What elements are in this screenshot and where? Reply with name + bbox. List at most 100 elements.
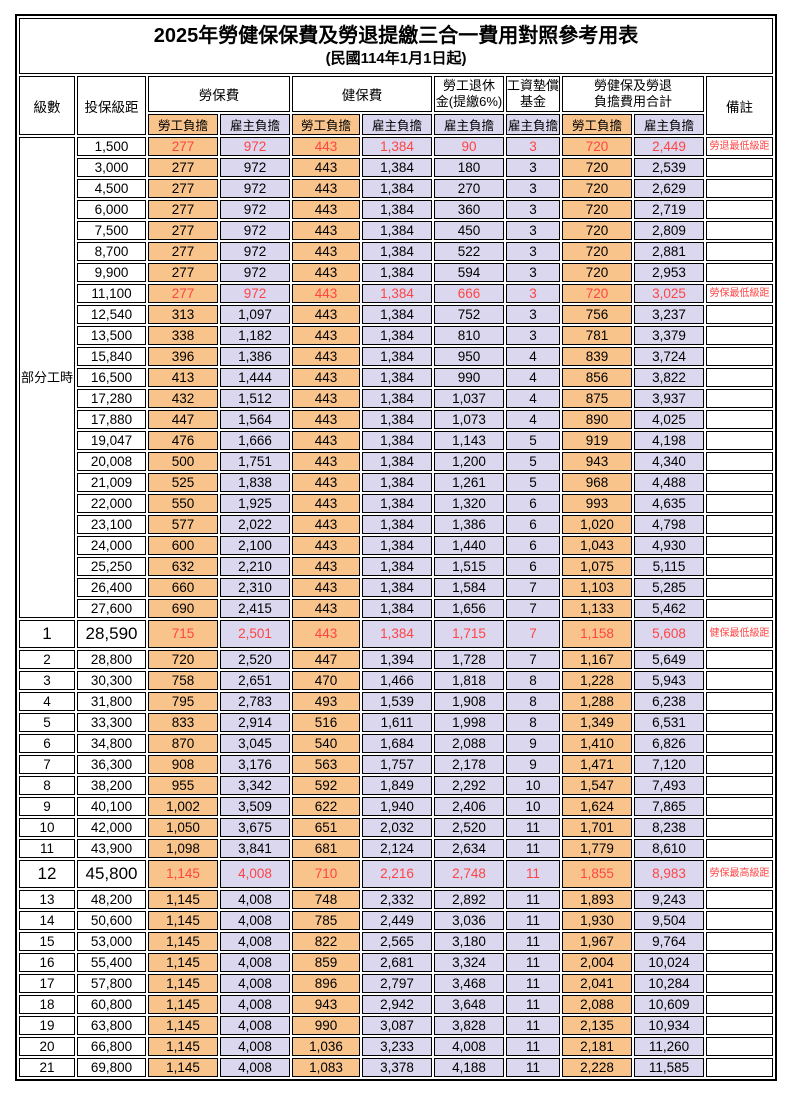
health-employer-cell: 1,384: [362, 473, 432, 492]
health-employee-cell: 443: [292, 557, 360, 576]
bracket-cell: 31,800: [77, 692, 146, 711]
level-cell: 10: [19, 818, 75, 837]
wage-fund-employer-cell: 11: [506, 839, 560, 858]
subheader-labor-employer: 雇主負擔: [220, 114, 290, 135]
health-employer-cell: 1,384: [362, 389, 432, 408]
labor-employee-cell: 277: [148, 200, 218, 219]
bracket-cell: 13,500: [77, 326, 146, 345]
level-cell: 4: [19, 692, 75, 711]
table-row: 部分工時 1,500 277 972 443 1,384 90 3 720 2,449 勞退最低級距: [19, 137, 774, 618]
page-subtitle: (民國114年1月1日起): [325, 50, 467, 67]
remark-cell: [706, 797, 774, 816]
bracket-cell: 36,300: [77, 755, 146, 774]
header-wage-fund: 工資墊償 基金: [506, 76, 560, 112]
bracket-cell: 26,400: [77, 578, 146, 597]
health-employer-cell: 3,087: [362, 1016, 432, 1035]
pension-employer-cell: 1,037: [434, 389, 504, 408]
labor-employee-cell: 577: [148, 515, 218, 534]
table-row: 16,500 413 1,444 443 1,384 990 4 856 3,822: [19, 368, 774, 387]
wage-fund-employer-cell: 7: [506, 599, 560, 618]
total-employer-cell: 11,260: [634, 1037, 704, 1056]
health-employer-cell: 1,384: [362, 137, 432, 156]
wage-fund-employer-cell: 9: [506, 734, 560, 753]
level-cell: 17: [19, 974, 75, 993]
pension-employer-cell: 1,715: [434, 620, 504, 648]
remark-cell: [706, 911, 774, 930]
labor-employer-cell: 1,182: [220, 326, 290, 345]
labor-employer-cell: 1,666: [220, 431, 290, 450]
total-employee-cell: 1,547: [562, 776, 632, 795]
remark-cell: [706, 578, 774, 597]
remark-cell: [706, 515, 774, 534]
remark-cell: 勞退最低級距: [706, 137, 774, 156]
total-employer-cell: 5,649: [634, 650, 704, 669]
bracket-cell: 63,800: [77, 1016, 146, 1035]
total-employer-cell: 10,284: [634, 974, 704, 993]
labor-employer-cell: 2,914: [220, 713, 290, 732]
total-employee-cell: 856: [562, 368, 632, 387]
wage-fund-employer-cell: 11: [506, 974, 560, 993]
pension-employer-cell: 1,320: [434, 494, 504, 513]
health-employer-cell: 1,757: [362, 755, 432, 774]
remark-cell: [706, 368, 774, 387]
total-employer-cell: 9,504: [634, 911, 704, 930]
header-pension: 勞工退休 金(提繳6%): [434, 76, 504, 112]
labor-employer-cell: 4,008: [220, 890, 290, 909]
wage-fund-employer-cell: 4: [506, 347, 560, 366]
labor-employee-cell: 277: [148, 158, 218, 177]
wage-fund-employer-cell: 5: [506, 473, 560, 492]
bracket-cell: 1,500: [77, 137, 146, 156]
pension-employer-cell: 1,818: [434, 671, 504, 690]
health-employee-cell: 443: [292, 389, 360, 408]
labor-employee-cell: 1,145: [148, 995, 218, 1014]
total-employer-cell: 3,379: [634, 326, 704, 345]
level-cell: 18: [19, 995, 75, 1014]
table-row: 16 55,400 1,145 4,008 859 2,681 3,324 11 2,004 10…: [19, 953, 774, 972]
labor-employer-cell: 972: [220, 263, 290, 282]
table-row: 21,009 525 1,838 443 1,384 1,261 5 968 4,488: [19, 473, 774, 492]
total-employee-cell: 1,349: [562, 713, 632, 732]
wage-fund-employer-cell: 11: [506, 953, 560, 972]
wage-fund-employer-cell: 11: [506, 1016, 560, 1035]
labor-employer-cell: 2,501: [220, 620, 290, 648]
health-employer-cell: 1,466: [362, 671, 432, 690]
pension-employer-cell: 1,073: [434, 410, 504, 429]
table-row: 3 30,300 758 2,651 470 1,466 1,818 8 1,228 5,943: [19, 671, 774, 690]
table-row: 1 28,590 715 2,501 443 1,384 1,715 7 1,158 5,608 健…: [19, 620, 774, 648]
table-row: 7 36,300 908 3,176 563 1,757 2,178 9 1,471 7,120: [19, 755, 774, 774]
wage-fund-employer-cell: 7: [506, 650, 560, 669]
health-employer-cell: 1,384: [362, 284, 432, 303]
remark-cell: [706, 974, 774, 993]
table-row: 21 69,800 1,145 4,008 1,083 3,378 4,188 11 2,228…: [19, 1058, 774, 1077]
table-row: 18 60,800 1,145 4,008 943 2,942 3,648 11 2,088 10…: [19, 995, 774, 1014]
health-employee-cell: 443: [292, 599, 360, 618]
labor-employee-cell: 795: [148, 692, 218, 711]
remark-cell: [706, 692, 774, 711]
level-cell: 16: [19, 953, 75, 972]
health-employee-cell: 516: [292, 713, 360, 732]
remark-cell: [706, 671, 774, 690]
total-employer-cell: 2,449: [634, 137, 704, 156]
health-employee-cell: 443: [292, 158, 360, 177]
wage-fund-employer-cell: 5: [506, 431, 560, 450]
labor-employer-cell: 2,210: [220, 557, 290, 576]
pension-employer-cell: 1,656: [434, 599, 504, 618]
total-employer-cell: 2,629: [634, 179, 704, 198]
health-employer-cell: 2,449: [362, 911, 432, 930]
pension-employer-cell: 1,908: [434, 692, 504, 711]
wage-fund-employer-cell: 4: [506, 389, 560, 408]
bracket-cell: 53,000: [77, 932, 146, 951]
wage-fund-employer-cell: 3: [506, 137, 560, 156]
labor-employer-cell: 1,925: [220, 494, 290, 513]
remark-cell: [706, 410, 774, 429]
remark-cell: [706, 347, 774, 366]
pension-employer-cell: 2,634: [434, 839, 504, 858]
wage-fund-employer-cell: 8: [506, 713, 560, 732]
pension-employer-cell: 3,036: [434, 911, 504, 930]
health-employer-cell: 3,233: [362, 1037, 432, 1056]
total-employee-cell: 2,088: [562, 995, 632, 1014]
health-employer-cell: 1,384: [362, 242, 432, 261]
total-employee-cell: 1,410: [562, 734, 632, 753]
header-sub-row: 勞工負擔 雇主負擔 勞工負擔 雇主負擔 雇主負擔 雇主負擔 勞工負擔 雇主負擔: [19, 114, 773, 135]
labor-employee-cell: 833: [148, 713, 218, 732]
